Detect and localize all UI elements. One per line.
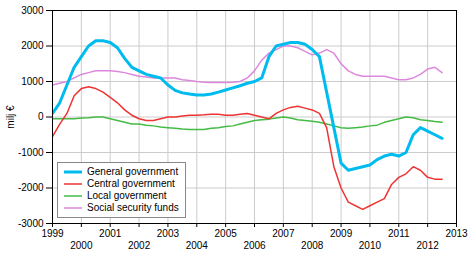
svg-text:2001: 2001 [99,228,122,239]
html-text:Central government: Central government [87,178,175,189]
svg-text:2000: 2000 [21,40,44,51]
svg-text:2003: 2003 [157,228,180,239]
svg-text:milj €: milj € [5,105,16,129]
html-text:Local government: Local government [87,190,167,201]
svg-text:2011: 2011 [388,228,410,239]
svg-text:-2000: -2000 [18,182,44,193]
svg-text:2012: 2012 [417,240,440,251]
svg-text:1999: 1999 [41,228,64,239]
svg-text:0: 0 [38,111,44,122]
svg-text:2006: 2006 [243,240,266,251]
svg-text:2013: 2013 [445,228,468,239]
svg-text:2000: 2000 [70,240,93,251]
svg-text:2005: 2005 [215,228,238,239]
svg-text:1000: 1000 [21,76,44,87]
svg-text:2010: 2010 [359,240,382,251]
svg-text:2007: 2007 [272,228,295,239]
svg-text:-3000: -3000 [18,218,44,229]
svg-text:2008: 2008 [301,240,324,251]
svg-text:-1000: -1000 [18,147,44,158]
svg-text:2002: 2002 [128,240,151,251]
svg-text:2009: 2009 [330,228,353,239]
svg-text:2004: 2004 [186,240,209,251]
html-text:General government: General government [87,166,179,177]
svg-text:3000: 3000 [21,5,44,16]
html-text:Social security funds: Social security funds [87,202,179,213]
